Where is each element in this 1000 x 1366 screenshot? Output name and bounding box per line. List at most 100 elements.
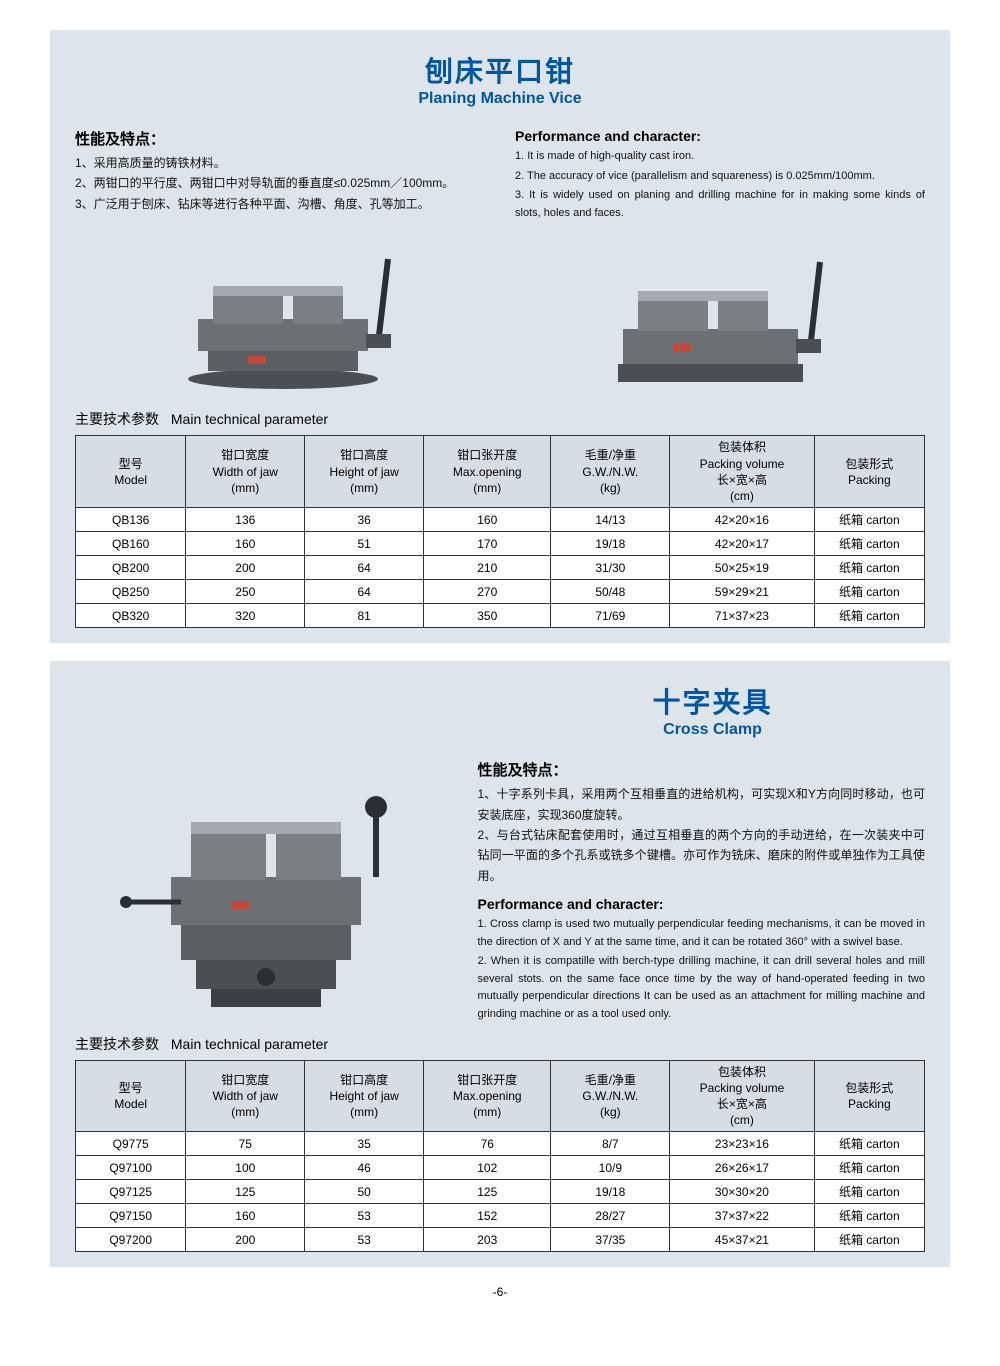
product-image-vice-left (153, 244, 423, 394)
table-cell: QB320 (76, 604, 186, 628)
perf-cn-item: 1、十字系列卡具，采用两个互相垂直的进给机构，可实现X和Y方向同时移动，也可安装… (478, 784, 926, 825)
table-cell: Q97125 (76, 1180, 186, 1204)
perf-en-item: 3. It is widely used on planing and dril… (515, 187, 925, 222)
table-cell: 152 (424, 1204, 551, 1228)
section2-title-cn: 十字夹具 (500, 681, 925, 721)
perf-en-item: 2. The accuracy of vice (parallelism and… (515, 168, 925, 186)
perf2-en-list: 1. Cross clamp is used two mutually perp… (478, 916, 926, 1024)
table-cell: 64 (305, 556, 424, 580)
perf-cn-list: 1、采用高质量的铸铁材料。 2、两钳口的平行度、两钳口中对导轨面的垂直度≤0.0… (75, 153, 485, 214)
cross-clamp-icon (101, 762, 431, 1022)
table-cell: 160 (186, 1204, 305, 1228)
table-header-cell: 钳口宽度Width of jaw(mm) (186, 436, 305, 508)
table-cell: 纸箱 carton (814, 1132, 924, 1156)
table-cell: 36 (305, 508, 424, 532)
table-cell: 纸箱 carton (814, 604, 924, 628)
table-cell: QB200 (76, 556, 186, 580)
table-cell: 14/13 (551, 508, 670, 532)
perf-en-item: 1. It is made of high-quality cast iron. (515, 148, 925, 166)
table-cell: 42×20×16 (670, 508, 814, 532)
table-header-cell: 钳口高度Height of jaw(mm) (305, 1060, 424, 1132)
table-cell: 50/48 (551, 580, 670, 604)
table-cell: 320 (186, 604, 305, 628)
table-header-cell: 包装形式Packing (814, 1060, 924, 1132)
table-cell: 71×37×23 (670, 604, 814, 628)
table-cell: 170 (424, 532, 551, 556)
perf-cn-item: 1、采用高质量的铸铁材料。 (75, 153, 485, 173)
table-header-cell: 型号Model (76, 1060, 186, 1132)
table-cell: 136 (186, 508, 305, 532)
table-cell: 纸箱 carton (814, 556, 924, 580)
section-cross-clamp: 十字夹具 Cross Clamp (50, 661, 950, 1267)
table-cell: 200 (186, 556, 305, 580)
table-cell: 纸箱 carton (814, 1228, 924, 1252)
table-cell: 100 (186, 1156, 305, 1180)
table-cell: 125 (424, 1180, 551, 1204)
table-cell: 37×37×22 (670, 1204, 814, 1228)
section1-title-cn: 刨床平口钳 (75, 50, 925, 90)
table-cell: 纸箱 carton (814, 1204, 924, 1228)
table-row: Q97757535768/723×23×16纸箱 carton (76, 1132, 925, 1156)
table-cell: 53 (305, 1228, 424, 1252)
perf-cn-item: 2、两钳口的平行度、两钳口中对导轨面的垂直度≤0.025mm／100mm。 (75, 173, 485, 193)
table-row: QB1361363616014/1342×20×16纸箱 carton (76, 508, 925, 532)
table-header-cell: 型号Model (76, 436, 186, 508)
perf2-cn-head: 性能及特点： (478, 759, 926, 780)
section1-perf-cn-col: 性能及特点： 1、采用高质量的铸铁材料。 2、两钳口的平行度、两钳口中对导轨面的… (75, 128, 485, 224)
table-header-cell: 包装体积Packing volume长×宽×高(cm) (670, 1060, 814, 1132)
section2-image-col (75, 759, 458, 1026)
table-row: Q971501605315228/2737×37×22纸箱 carton (76, 1204, 925, 1228)
table-cell: Q97200 (76, 1228, 186, 1252)
section1-perf-en-col: Performance and character: 1. It is made… (515, 128, 925, 224)
table-cell: 81 (305, 604, 424, 628)
table-cell: 53 (305, 1204, 424, 1228)
table-cell: 26×26×17 (670, 1156, 814, 1180)
table-header-cell: 包装体积Packing volume长×宽×高(cm) (670, 436, 814, 508)
table-cell: 51 (305, 532, 424, 556)
table-row: Q971251255012519/1830×30×20纸箱 carton (76, 1180, 925, 1204)
table-cell: 28/27 (551, 1204, 670, 1228)
table-cell: Q9775 (76, 1132, 186, 1156)
perf-cn-item: 2、与台式钻床配套使用时，通过互相垂直的两个方向的手动进给，在一次装夹中可钻同一… (478, 825, 926, 886)
table-cell: 250 (186, 580, 305, 604)
table-row: QB2502506427050/4859×29×21纸箱 carton (76, 580, 925, 604)
table-cell: QB160 (76, 532, 186, 556)
page-number: -6- (50, 1285, 950, 1299)
table-cell: 纸箱 carton (814, 532, 924, 556)
table-cell: 75 (186, 1132, 305, 1156)
table-cell: 纸箱 carton (814, 580, 924, 604)
perf2-cn-list: 1、十字系列卡具，采用两个互相垂直的进给机构，可实现X和Y方向同时移动，也可安装… (478, 784, 926, 886)
table-cell: 23×23×16 (670, 1132, 814, 1156)
table-header-cell: 包装形式Packing (814, 436, 924, 508)
perf-cn-head: 性能及特点： (75, 128, 485, 149)
table1-caption: 主要技术参数 Main technical parameter (75, 409, 925, 429)
table-cell: 50 (305, 1180, 424, 1204)
section1-title-en: Planing Machine Vice (75, 90, 925, 108)
table-cell: 200 (186, 1228, 305, 1252)
table1-caption-en: Main technical parameter (171, 411, 328, 427)
table-header-cell: 毛重/净重G.W./N.W.(kg) (551, 1060, 670, 1132)
catalog-page: 刨床平口钳 Planing Machine Vice 性能及特点： 1、采用高质… (0, 0, 1000, 1319)
table-cell: QB250 (76, 580, 186, 604)
table-cell: 350 (424, 604, 551, 628)
table-cell: 102 (424, 1156, 551, 1180)
table-header-cell: 钳口张开度Max.opening(mm) (424, 1060, 551, 1132)
table2-caption: 主要技术参数 Main technical parameter (75, 1034, 925, 1054)
vice-icon (153, 244, 423, 394)
perf-cn-item: 3、广泛用于刨床、钻床等进行各种平面、沟槽、角度、孔等加工。 (75, 194, 485, 214)
perf2-en-head: Performance and character: (478, 896, 926, 912)
table-cell: 64 (305, 580, 424, 604)
section1-perf-row: 性能及特点： 1、采用高质量的铸铁材料。 2、两钳口的平行度、两钳口中对导轨面的… (75, 128, 925, 224)
section2-title-en: Cross Clamp (500, 721, 925, 739)
table-cell: 42×20×17 (670, 532, 814, 556)
table-row: Q972002005320337/3545×37×21纸箱 carton (76, 1228, 925, 1252)
table-cell: Q97150 (76, 1204, 186, 1228)
table-cell: 160 (424, 508, 551, 532)
table-header-cell: 钳口高度Height of jaw(mm) (305, 436, 424, 508)
table-cell: 46 (305, 1156, 424, 1180)
table-row: QB2002006421031/3050×25×19纸箱 carton (76, 556, 925, 580)
table-cell: 30×30×20 (670, 1180, 814, 1204)
perf-en-item: 1. Cross clamp is used two mutually perp… (478, 916, 926, 951)
table1-caption-cn: 主要技术参数 (75, 411, 159, 427)
table-cell: 203 (424, 1228, 551, 1252)
